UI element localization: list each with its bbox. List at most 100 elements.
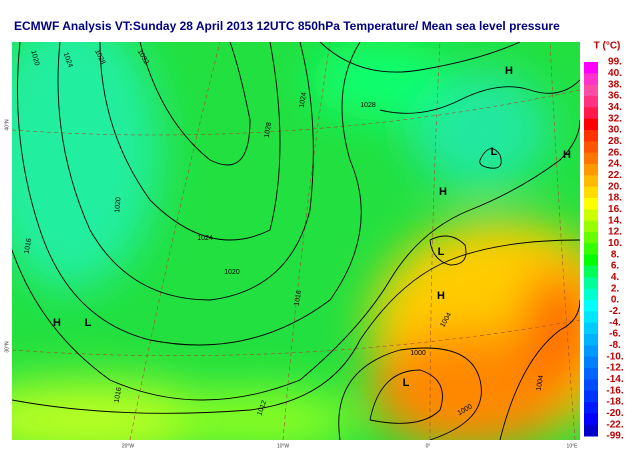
legend-swatch: [584, 266, 598, 278]
legend-label: -14.: [606, 374, 623, 385]
legend-label: 32.: [608, 113, 622, 124]
legend-swatch: [584, 186, 598, 199]
lon-label: 10°E: [567, 443, 579, 449]
legend-swatch: [584, 413, 598, 426]
legend-swatch: [584, 300, 598, 312]
legend-label: 2.: [611, 283, 620, 294]
legend-swatch: [584, 368, 598, 380]
isobar-label: 1016: [294, 290, 304, 307]
legend-swatch: [584, 254, 598, 267]
title: ECMWF Analysis VT:Sunday 28 April 2013 1…: [14, 19, 560, 33]
legend-label: 30.: [608, 125, 622, 136]
isobar-label: 1028: [264, 122, 274, 139]
isobar-label: 1028: [360, 102, 376, 109]
legend-label: 18.: [608, 193, 622, 204]
isobar-label: 1020: [224, 269, 240, 276]
legend-label: 12.: [608, 227, 622, 238]
legend-label: 26.: [608, 147, 622, 158]
pressure-center: H: [563, 149, 571, 161]
isobar-label: 1024: [197, 235, 213, 242]
legend-label: 99.: [608, 57, 622, 68]
lon-label: 20°W: [122, 443, 135, 449]
lon-label: 0°: [426, 443, 431, 449]
isobar-label: 1016: [114, 387, 124, 404]
legend-label: 38.: [608, 79, 622, 90]
isobar-label: 1020: [114, 197, 122, 213]
legend-swatch: [584, 356, 598, 369]
legend-swatch: [584, 220, 598, 233]
legend-swatch: [584, 118, 598, 131]
legend-swatch: [584, 209, 598, 222]
isobar-label: 1004: [536, 375, 546, 392]
legend-label: 10.: [608, 238, 622, 249]
pressure-center: H: [437, 290, 445, 302]
legend-label: 28.: [608, 136, 622, 147]
legend-swatch: [584, 164, 598, 176]
legend-label: -99.: [606, 431, 623, 442]
legend-label: -10.: [606, 351, 623, 362]
pressure-center: L: [491, 146, 498, 158]
legend-label: -22.: [606, 419, 623, 430]
legend-label: 6.: [611, 261, 620, 272]
lon-label: 10°W: [277, 443, 290, 449]
legend-swatch: [584, 141, 598, 154]
legend-swatch: [584, 130, 598, 142]
legend-label: -12.: [606, 363, 623, 374]
legend-label: 24.: [608, 159, 622, 170]
lat-label: 40°N: [4, 119, 10, 131]
legend-label: 20.: [608, 181, 622, 192]
legend-swatch: [584, 62, 598, 74]
legend-swatch: [584, 175, 598, 188]
legend-label: 0.: [611, 295, 620, 306]
legend-label: -4.: [609, 317, 621, 328]
legend-swatch: [584, 277, 598, 290]
legend-swatch: [584, 232, 598, 244]
pressure-center: L: [403, 377, 410, 389]
legend-swatch: [584, 198, 598, 210]
legend-swatch: [584, 152, 598, 165]
isobar-label: 1024: [62, 52, 74, 69]
legend-swatch: [584, 334, 598, 346]
legend-label: -8.: [609, 340, 621, 351]
legend-swatch: [584, 84, 598, 97]
pressure-center: L: [438, 246, 445, 258]
legend-label: 22.: [608, 170, 622, 181]
legend-swatch: [584, 96, 598, 108]
legend-label: 8.: [611, 249, 620, 260]
temperature-field: [12, 42, 580, 440]
legend-label: -18.: [606, 397, 623, 408]
legend-label: 40.: [608, 68, 622, 79]
legend-swatch: [584, 107, 598, 120]
legend-title: T (°C): [594, 41, 621, 52]
legend-label: 16.: [608, 204, 622, 215]
legend-label: 14.: [608, 215, 622, 226]
legend-swatch: [584, 424, 598, 437]
legend-label: 34.: [608, 102, 622, 113]
isobar-label: 1000: [410, 350, 426, 357]
legend-swatch: [584, 73, 598, 86]
legend-swatch: [584, 322, 598, 335]
isobar-label: 1016: [24, 238, 34, 255]
legend-swatch: [584, 311, 598, 324]
legend-label: 4.: [611, 272, 620, 283]
legend-label: -16.: [606, 385, 623, 396]
legend-swatch: [584, 390, 598, 403]
isobar-label: 1012: [256, 400, 268, 417]
legend-label: -20.: [606, 408, 623, 419]
isobar-label: 1020: [29, 50, 40, 67]
legend-swatch: [584, 288, 598, 301]
legend-swatch: [584, 345, 598, 358]
legend-swatch: [584, 402, 598, 414]
pressure-center: H: [439, 186, 447, 198]
isobars: [12, 42, 580, 440]
legend-swatch: [584, 243, 598, 256]
pressure-center: L: [85, 317, 92, 329]
pressure-center: H: [505, 65, 513, 77]
legend-label: 36.: [608, 91, 622, 102]
legend-label: -6.: [609, 329, 621, 340]
legend-swatch: [584, 379, 598, 392]
pressure-center: H: [53, 317, 61, 329]
legend-label: -2.: [609, 306, 621, 317]
lat-label: 30°N: [4, 341, 10, 353]
